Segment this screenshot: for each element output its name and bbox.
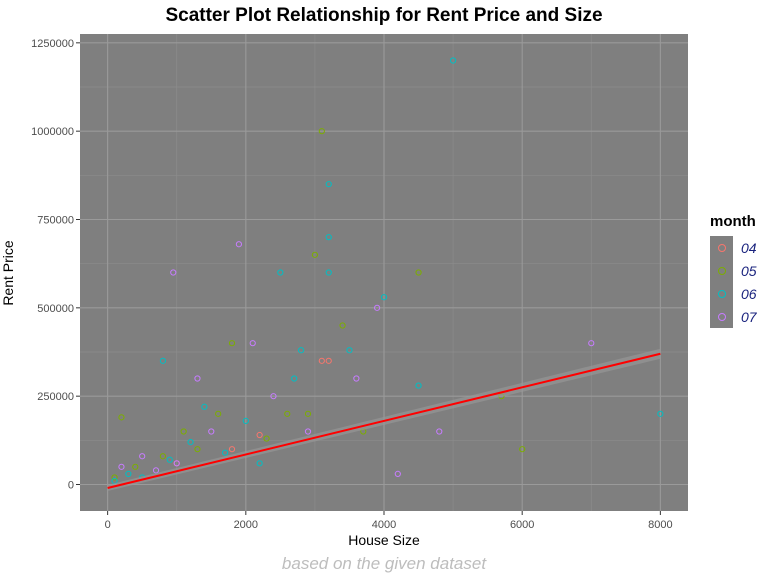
data-point: [256, 431, 263, 439]
x-tick-label: 0: [105, 519, 111, 531]
x-tick-label: 2000: [234, 519, 258, 531]
series-05: [111, 128, 526, 481]
data-point: [304, 428, 312, 435]
data-point: [132, 463, 139, 470]
data-point: [449, 57, 457, 64]
legend-marker: [718, 244, 726, 252]
data-point: [118, 414, 125, 421]
y-tick-label: 250000: [37, 391, 74, 403]
data-point: [297, 347, 305, 354]
data-point: [166, 456, 173, 463]
legend-marker: [718, 290, 726, 298]
data-point: [215, 410, 222, 417]
data-point: [318, 128, 325, 135]
data-point: [256, 460, 263, 467]
legend: month 04 05 06 07: [710, 213, 757, 328]
x-axis-label: House Size: [348, 532, 420, 548]
data-point: [118, 463, 125, 470]
legend-item-04: 04: [710, 236, 757, 259]
legend-marker: [718, 267, 726, 275]
legend-item-06: 06: [710, 282, 757, 305]
data-point: [284, 410, 291, 417]
x-tick-label: 4000: [372, 519, 396, 531]
y-tick-label: 1000000: [31, 126, 74, 138]
data-point: [318, 357, 325, 364]
legend-key: [710, 282, 733, 305]
y-tick-label: 500000: [37, 303, 74, 315]
y-tick-label: 1250000: [31, 38, 74, 50]
data-point: [201, 403, 208, 410]
data-point: [208, 428, 215, 435]
data-point: [249, 340, 256, 347]
data-point: [657, 410, 664, 417]
data-point: [415, 269, 422, 276]
x-tick-label: 8000: [648, 519, 672, 531]
legend-label: 06: [741, 285, 757, 302]
data-point: [519, 446, 526, 453]
legend-title: month: [710, 213, 756, 230]
data-point: [380, 294, 388, 301]
y-axis-label: Rent Price: [0, 240, 16, 306]
series-07: [118, 241, 595, 477]
data-point: [373, 304, 381, 311]
legend-key: [710, 236, 733, 259]
legend-marker: [718, 313, 726, 321]
legend-label: 04: [741, 239, 757, 256]
data-point: [194, 375, 201, 382]
data-point: [170, 269, 177, 276]
legend-item-05: 05: [710, 259, 757, 282]
data-point: [339, 322, 346, 329]
y-tick-label: 0: [68, 480, 74, 492]
data-point: [263, 435, 270, 442]
data-point: [325, 357, 332, 364]
data-point: [325, 181, 332, 188]
data-point: [436, 428, 443, 435]
data-point: [180, 428, 187, 435]
data-point: [228, 340, 236, 347]
data-point: [415, 382, 422, 389]
data-point: [152, 467, 160, 474]
data-point: [353, 375, 360, 382]
trend-line: [107, 352, 661, 490]
data-point: [187, 439, 194, 446]
data-point: [159, 357, 167, 364]
data-point: [221, 449, 229, 456]
data-point: [291, 375, 298, 382]
data-point: [588, 340, 595, 347]
data-point: [277, 269, 284, 276]
data-point: [242, 417, 249, 424]
data-point: [270, 393, 277, 400]
x-tick-label: 6000: [510, 519, 534, 531]
series-06: [111, 57, 664, 485]
data-point: [228, 446, 236, 453]
data-point: [159, 453, 167, 460]
chart-caption: based on the given dataset: [281, 554, 487, 573]
data-point: [394, 470, 401, 477]
data-point: [111, 474, 118, 481]
legend-key: [710, 259, 733, 282]
data-point: [125, 470, 132, 477]
data-point: [325, 234, 332, 241]
data-point: [173, 460, 180, 467]
data-point: [194, 446, 201, 453]
legend-label: 05: [741, 262, 757, 279]
legend-label: 07: [741, 308, 757, 325]
data-point: [304, 410, 312, 417]
legend-item-07: 07: [710, 305, 757, 328]
data-point: [346, 347, 353, 354]
data-point: [311, 251, 319, 258]
data-point: [139, 453, 146, 460]
data-point: [235, 241, 243, 248]
y-tick-label: 750000: [37, 215, 74, 227]
data-point: [325, 269, 332, 276]
legend-key: [710, 305, 733, 328]
chart-title: Scatter Plot Relationship for Rent Price…: [165, 5, 603, 26]
